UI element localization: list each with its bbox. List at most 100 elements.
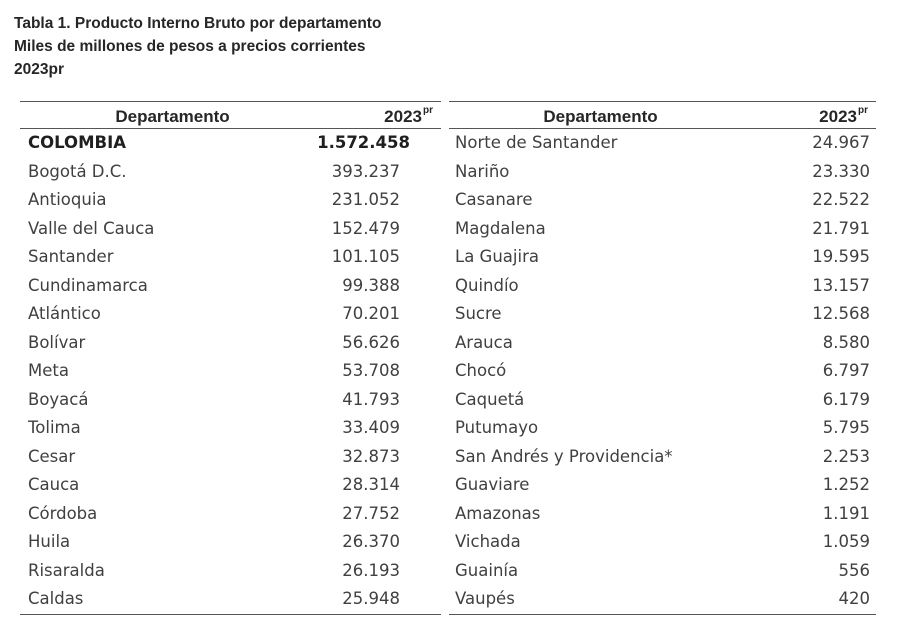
table-row: Meta 53.708	[20, 357, 441, 386]
table-row: Bolívar 56.626	[20, 329, 441, 358]
departamento-name: Córdoba	[28, 503, 98, 523]
gdp-value: 24.967	[812, 133, 870, 152]
departamento-name: Vichada	[455, 532, 521, 551]
departamento-name: Tolima	[28, 418, 81, 437]
table-row: Norte de Santander 24.967	[449, 129, 876, 158]
gdp-value: 19.595	[812, 247, 870, 266]
table-row: Antioquia 231.052	[20, 186, 441, 215]
departamento-name: Atlántico	[28, 304, 101, 323]
departamento-name: Guaviare	[455, 475, 530, 494]
gdp-value: 6.797	[822, 361, 870, 380]
departamento-name: Huila	[28, 532, 71, 551]
departamento-name: Valle del Cauca	[28, 218, 155, 238]
table-header: Departamento 2023pr	[449, 102, 876, 129]
gdp-value: 28.314	[342, 475, 400, 494]
departamento-name: Amazonas	[455, 503, 541, 523]
gdp-value: 152.479	[331, 218, 400, 238]
departamento-name: COLOMBIA	[28, 133, 126, 152]
gdp-value: 70.201	[342, 304, 400, 323]
table-row: Vaupés 420	[449, 585, 876, 614]
header-year: 2023pr	[384, 105, 433, 127]
gdp-value: 26.370	[342, 532, 400, 551]
table-row: Córdoba 27.752	[20, 500, 441, 529]
table-row: Bogotá D.C. 393.237	[20, 158, 441, 187]
table-row: Amazonas 1.191	[449, 500, 876, 529]
departamento-name: Sucre	[455, 304, 502, 323]
departamento-name: Quindío	[455, 275, 519, 295]
table-row-total: COLOMBIA 1.572.458	[20, 129, 441, 158]
table-row: Atlántico 70.201	[20, 300, 441, 329]
gdp-value: 1.252	[822, 475, 870, 494]
header-year-superscript: pr	[423, 105, 433, 117]
gdp-value: 2.253	[822, 446, 870, 466]
header-departamento: Departamento	[115, 107, 230, 126]
gdp-value: 32.873	[342, 446, 400, 466]
table-header: Departamento 2023pr	[20, 102, 441, 129]
departamento-name: Boyacá	[28, 389, 89, 409]
departamento-name: Bolívar	[28, 332, 86, 352]
table-row: Huila 26.370	[20, 528, 441, 557]
departamento-name: Putumayo	[455, 418, 539, 437]
gdp-value: 231.052	[331, 190, 400, 209]
table-row: Cundinamarca 99.388	[20, 272, 441, 301]
table-row: Chocó 6.797	[449, 357, 876, 386]
table-row: Magdalena 21.791	[449, 215, 876, 244]
departamento-name: Guainía	[455, 560, 519, 580]
table-row: Casanare 22.522	[449, 186, 876, 215]
caption-units: Miles de millones de pesos a precios cor…	[14, 38, 366, 55]
gdp-value: 556	[838, 560, 871, 580]
departamento-name: Cauca	[28, 475, 80, 494]
gdp-value: 13.157	[812, 275, 870, 295]
table-row: Santander 101.105	[20, 243, 441, 272]
gdp-value: 101.105	[331, 247, 400, 266]
gdp-value: 21.791	[812, 218, 870, 238]
gdp-value: 1.572.458	[317, 133, 410, 152]
header-year-label: 2023	[819, 107, 857, 126]
gdp-value: 99.388	[342, 275, 400, 295]
header-year-superscript: pr	[858, 105, 868, 117]
table-caption: Tabla 1. Producto Interno Bruto por depa…	[14, 12, 381, 81]
gdp-value: 420	[838, 589, 871, 608]
departamento-name: La Guajira	[455, 247, 539, 266]
gdp-value: 1.191	[822, 503, 870, 523]
table-row: Cauca 28.314	[20, 471, 441, 500]
header-year-label: 2023	[384, 107, 422, 126]
table-row: Caldas 25.948	[20, 585, 441, 614]
table-body: COLOMBIA 1.572.458 Bogotá D.C. 393.237 Antio…	[20, 129, 441, 614]
table-row: Sucre 12.568	[449, 300, 876, 329]
departamento-name: Caquetá	[455, 389, 525, 409]
gdp-value: 393.237	[331, 161, 400, 181]
departamento-name: Norte de Santander	[455, 133, 618, 152]
table-row: Tolima 33.409	[20, 414, 441, 443]
departamento-name: Magdalena	[455, 218, 546, 238]
gdp-value: 6.179	[822, 389, 870, 409]
table-body: Norte de Santander 24.967 Nariño 23.330 Casa…	[449, 129, 876, 614]
gdp-table-left: Departamento 2023pr COLOMBIA 1.572.458 Bog…	[20, 101, 441, 615]
header-departamento: Departamento	[543, 107, 658, 126]
gdp-value: 23.330	[812, 161, 870, 181]
caption-year: 2023pr	[14, 61, 64, 78]
gdp-value: 33.409	[342, 418, 400, 437]
gdp-value: 27.752	[342, 503, 400, 523]
departamento-name: Casanare	[455, 190, 533, 209]
departamento-name: Cundinamarca	[28, 275, 148, 295]
table-row: La Guajira 19.595	[449, 243, 876, 272]
table-row: Vichada 1.059	[449, 528, 876, 557]
table-row: Caquetá 6.179	[449, 386, 876, 415]
gdp-value: 5.795	[822, 418, 870, 437]
departamento-name: Chocó	[455, 361, 507, 380]
gdp-value: 25.948	[342, 589, 400, 608]
table-row: Risaralda 26.193	[20, 557, 441, 586]
departamento-name: Caldas	[28, 589, 84, 608]
departamento-name: Bogotá D.C.	[28, 161, 127, 181]
gdp-value: 53.708	[342, 361, 400, 380]
departamento-name: Antioquia	[28, 190, 107, 209]
gdp-value: 26.193	[342, 560, 400, 580]
table-row: Putumayo 5.795	[449, 414, 876, 443]
departamento-name: Arauca	[455, 332, 513, 352]
departamento-name: Cesar	[28, 446, 76, 466]
gdp-value: 1.059	[822, 532, 870, 551]
departamento-name: Risaralda	[28, 560, 105, 580]
departamento-name: San Andrés y Providencia*	[455, 446, 673, 466]
gdp-table-right: Departamento 2023pr Norte de Santander 24…	[449, 101, 876, 615]
